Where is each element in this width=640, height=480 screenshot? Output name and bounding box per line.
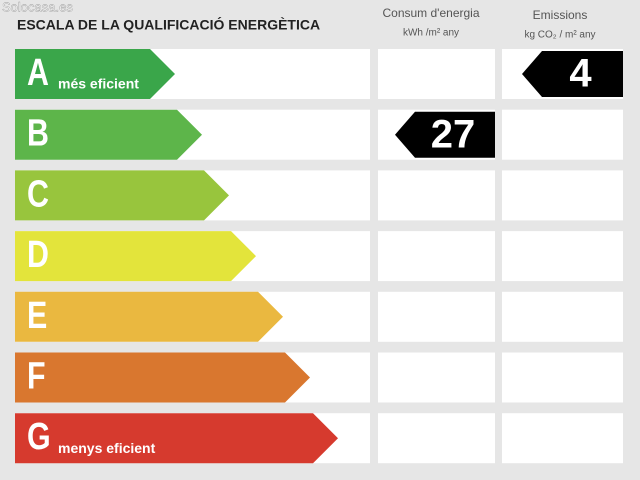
consumption-cell	[378, 49, 495, 99]
rating-arrow	[15, 170, 229, 221]
consumption-badge	[395, 111, 495, 158]
emissions-cell	[502, 109, 623, 160]
rating-letter: A	[27, 52, 49, 94]
rating-arrow	[15, 109, 202, 160]
rating-letter: C	[27, 173, 49, 215]
title: ESCALA DE LA QUALIFICACIÓ ENERGÈTICA	[17, 16, 320, 33]
emissions-value: 4	[569, 52, 592, 96]
rating-arrow	[15, 352, 310, 403]
consumption-cell	[378, 352, 495, 403]
emissions-badge	[522, 51, 623, 97]
consumption-cell	[378, 291, 495, 342]
rating-arrow	[15, 231, 256, 282]
rating-letter: F	[27, 355, 46, 397]
rating-arrow	[15, 413, 338, 464]
rating-caption: més eficient	[58, 76, 139, 92]
consumption-header: Consum d'energia	[382, 6, 479, 20]
rating-letter: D	[27, 234, 49, 276]
emissions-cell	[502, 231, 623, 282]
consumption-value: 27	[431, 112, 476, 156]
rating-letter: G	[27, 416, 51, 458]
emissions-unit: kg CO₂ / m² any	[524, 30, 595, 41]
rating-letter: B	[27, 113, 49, 155]
rating-arrow	[15, 49, 175, 99]
consumption-cell	[378, 170, 495, 221]
emissions-cell	[502, 413, 623, 464]
rating-letter: E	[27, 295, 47, 337]
consumption-cell	[378, 231, 495, 282]
rating-caption: menys eficient	[58, 440, 156, 456]
emissions-cell	[502, 291, 623, 342]
consumption-cell	[378, 413, 495, 464]
emissions-cell	[502, 352, 623, 403]
emissions-header: Emissions	[533, 8, 588, 22]
consumption-unit: kWh /m² any	[403, 28, 459, 39]
rating-arrow	[15, 291, 283, 342]
emissions-cell	[502, 170, 623, 221]
watermark: Solocasa.es	[2, 0, 73, 14]
